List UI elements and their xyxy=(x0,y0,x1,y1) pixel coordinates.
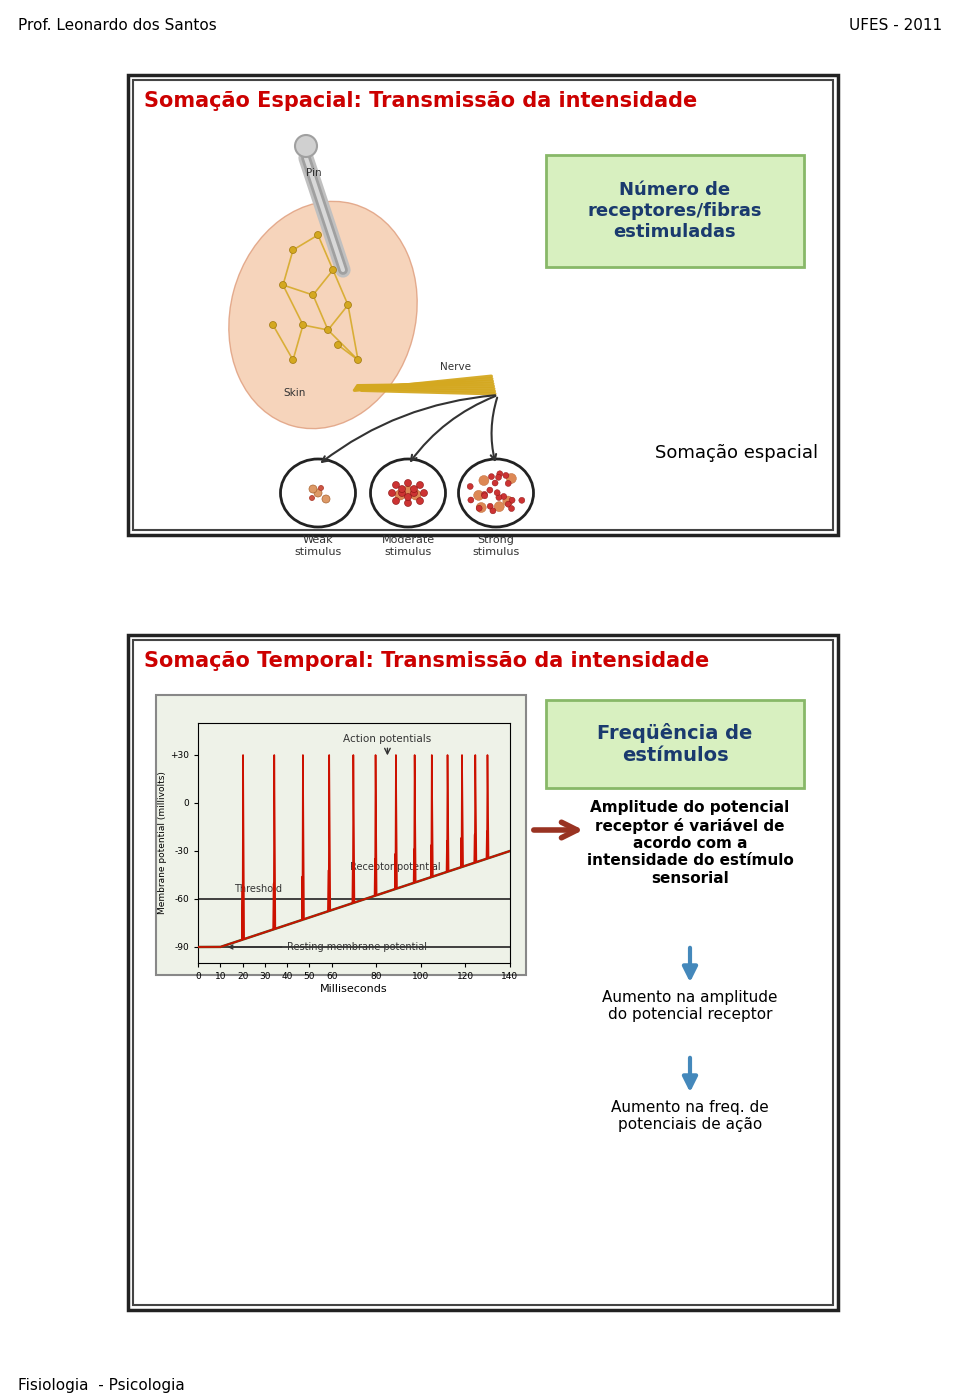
Circle shape xyxy=(505,501,512,508)
Circle shape xyxy=(270,322,276,329)
Circle shape xyxy=(315,231,322,238)
Circle shape xyxy=(404,499,412,506)
X-axis label: Milliseconds: Milliseconds xyxy=(321,983,388,993)
Circle shape xyxy=(334,341,342,348)
Text: Somação Espacial: Transmissão da intensidade: Somação Espacial: Transmissão da intensi… xyxy=(144,91,697,111)
Circle shape xyxy=(290,357,297,364)
Circle shape xyxy=(393,481,399,488)
Circle shape xyxy=(279,281,286,288)
Circle shape xyxy=(501,494,507,499)
Ellipse shape xyxy=(371,459,445,527)
Circle shape xyxy=(476,505,482,511)
Circle shape xyxy=(487,504,493,509)
Circle shape xyxy=(322,495,330,504)
Text: Resting membrane potential: Resting membrane potential xyxy=(229,942,427,951)
Text: Aumento na amplitude
do potencial receptor: Aumento na amplitude do potencial recept… xyxy=(602,990,778,1023)
Bar xyxy=(546,700,804,788)
Bar xyxy=(128,76,838,534)
Circle shape xyxy=(506,473,516,484)
Circle shape xyxy=(503,473,509,478)
Text: Pin: Pin xyxy=(306,168,322,178)
Circle shape xyxy=(345,302,351,309)
Text: Somação espacial: Somação espacial xyxy=(655,443,818,462)
Circle shape xyxy=(489,474,494,480)
Circle shape xyxy=(329,266,337,273)
Circle shape xyxy=(420,490,427,497)
Text: Threshold: Threshold xyxy=(233,884,281,894)
Circle shape xyxy=(487,487,492,492)
Circle shape xyxy=(411,490,418,497)
Text: Somação Temporal: Transmissão da intensidade: Somação Temporal: Transmissão da intensi… xyxy=(144,651,709,672)
Circle shape xyxy=(404,494,412,501)
Circle shape xyxy=(494,502,504,512)
Text: Aumento na freq. de
potenciais de ação: Aumento na freq. de potenciais de ação xyxy=(612,1100,769,1132)
Bar xyxy=(133,639,833,1305)
Text: Strong
stimulus: Strong stimulus xyxy=(472,534,519,557)
Circle shape xyxy=(354,357,362,364)
Circle shape xyxy=(495,474,501,480)
Circle shape xyxy=(290,246,297,253)
Ellipse shape xyxy=(228,201,418,428)
Circle shape xyxy=(404,480,412,487)
Text: Nerve: Nerve xyxy=(440,362,471,372)
Circle shape xyxy=(503,497,513,506)
Circle shape xyxy=(479,476,489,485)
Circle shape xyxy=(300,322,306,329)
Circle shape xyxy=(393,498,399,505)
Circle shape xyxy=(309,291,317,298)
Circle shape xyxy=(505,480,512,487)
Text: Weak
stimulus: Weak stimulus xyxy=(295,534,342,557)
Circle shape xyxy=(398,490,405,497)
Circle shape xyxy=(468,484,473,490)
Circle shape xyxy=(496,494,502,501)
Circle shape xyxy=(411,485,418,492)
Circle shape xyxy=(295,134,317,157)
Bar xyxy=(133,80,833,530)
Text: Action potentials: Action potentials xyxy=(344,734,432,744)
Circle shape xyxy=(309,495,315,501)
Circle shape xyxy=(324,326,331,333)
Text: Skin: Skin xyxy=(283,388,305,397)
Bar xyxy=(128,635,838,1309)
Circle shape xyxy=(518,497,525,504)
Circle shape xyxy=(509,497,516,504)
Text: Freqüência de
estímulos: Freqüência de estímulos xyxy=(597,723,753,765)
Text: Prof. Leonardo dos Santos: Prof. Leonardo dos Santos xyxy=(18,18,217,34)
Ellipse shape xyxy=(280,459,355,527)
Text: Moderate
stimulus: Moderate stimulus xyxy=(381,534,435,557)
Circle shape xyxy=(417,481,423,488)
Circle shape xyxy=(314,490,322,497)
Circle shape xyxy=(482,492,488,499)
Y-axis label: Membrane potential (millivolts): Membrane potential (millivolts) xyxy=(158,772,167,915)
Circle shape xyxy=(319,485,324,491)
Circle shape xyxy=(403,485,413,497)
Bar xyxy=(546,155,804,267)
Circle shape xyxy=(482,491,488,498)
Circle shape xyxy=(497,471,503,477)
Circle shape xyxy=(398,485,405,492)
Circle shape xyxy=(309,485,317,492)
Circle shape xyxy=(509,505,515,512)
Circle shape xyxy=(476,502,486,512)
Circle shape xyxy=(490,508,496,513)
Text: Número de
receptores/fibras
estimuladas: Número de receptores/fibras estimuladas xyxy=(588,182,762,241)
Circle shape xyxy=(468,497,474,504)
Circle shape xyxy=(389,490,396,497)
Ellipse shape xyxy=(459,459,534,527)
Text: UFES - 2011: UFES - 2011 xyxy=(849,18,942,34)
Circle shape xyxy=(494,490,500,495)
Text: Amplitude do potencial
receptor é variável de
acordo com a
intensidade do estímu: Amplitude do potencial receptor é variáv… xyxy=(587,800,793,886)
Text: Fisiologia  - Psicologia: Fisiologia - Psicologia xyxy=(18,1378,184,1393)
Circle shape xyxy=(417,498,423,505)
Circle shape xyxy=(492,480,498,485)
Circle shape xyxy=(473,491,484,501)
Circle shape xyxy=(411,490,421,499)
Circle shape xyxy=(395,490,405,499)
Bar xyxy=(156,695,526,975)
Text: Receptor potential: Receptor potential xyxy=(349,862,441,872)
